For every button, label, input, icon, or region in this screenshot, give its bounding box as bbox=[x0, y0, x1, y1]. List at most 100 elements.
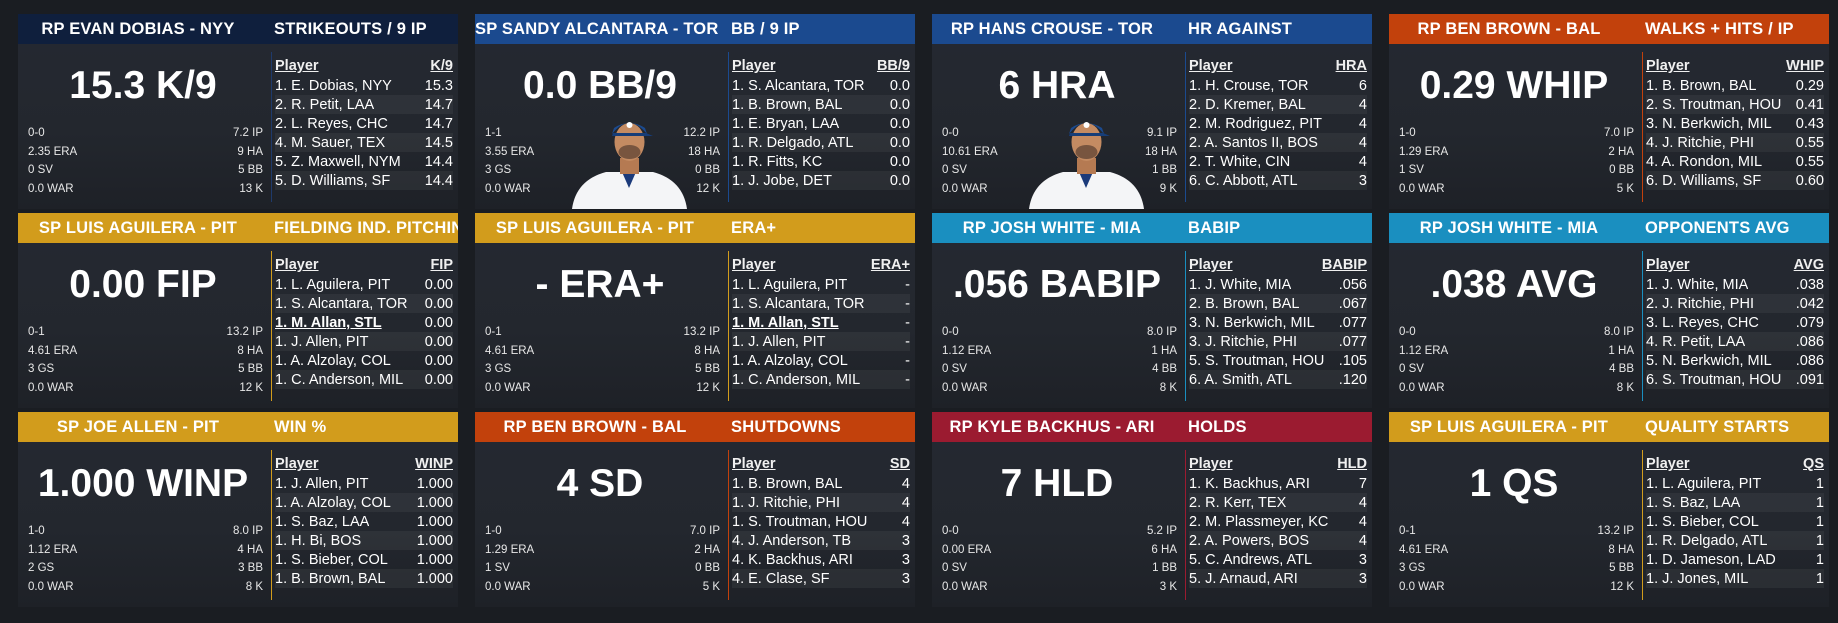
leader-player[interactable]: 1. B. Brown, BAL bbox=[275, 570, 386, 587]
leaderboard-row[interactable]: 2. L. Reyes, CHC 14.7 bbox=[275, 114, 453, 133]
leader-player[interactable]: 1. J. Allen, PIT bbox=[732, 333, 826, 350]
leaderboard-row[interactable]: 2. A. Santos II, BOS 4 bbox=[1189, 133, 1367, 152]
leader-player[interactable]: 2. S. Troutman, HOU bbox=[1646, 96, 1782, 113]
leaderboard-row[interactable]: 1. S. Alcantara, TOR 0.00 bbox=[275, 294, 453, 313]
leaderboard-row[interactable]: 1. H. Crouse, TOR 6 bbox=[1189, 76, 1367, 95]
leader-player[interactable]: 5. C. Andrews, ATL bbox=[1189, 551, 1313, 568]
leader-player[interactable]: 2. T. White, CIN bbox=[1189, 153, 1291, 170]
leader-player[interactable]: 1. S. Troutman, HOU bbox=[732, 513, 868, 530]
leaderboard-row[interactable]: 1. S. Alcantara, TOR - bbox=[732, 294, 910, 313]
leaderboard-row[interactable]: 1. S. Baz, LAA 1 bbox=[1646, 493, 1824, 512]
leaderboard-row[interactable]: 5. D. Williams, SF 14.4 bbox=[275, 171, 453, 190]
leaderboard-row[interactable]: 1. J. White, MIA .038 bbox=[1646, 275, 1824, 294]
leader-player[interactable]: 6. C. Abbott, ATL bbox=[1189, 172, 1298, 189]
leaderboard-row[interactable]: 2. T. White, CIN 4 bbox=[1189, 152, 1367, 171]
leader-card[interactable]: SP SANDY ALCANTARA - TOR BB / 9 IP 0.0 BB/… bbox=[475, 14, 915, 209]
leader-player[interactable]: 2. A. Powers, BOS bbox=[1189, 532, 1310, 549]
leader-player[interactable]: 1. R. Delgado, ATL bbox=[1646, 532, 1768, 549]
leader-card[interactable]: SP JOE ALLEN - PIT WIN % 1.000 WINP 1-0 8.0 … bbox=[18, 412, 458, 607]
leaderboard-row[interactable]: 1. K. Backhus, ARI 7 bbox=[1189, 474, 1367, 493]
leader-player[interactable]: 1. K. Backhus, ARI bbox=[1189, 475, 1310, 492]
leader-player[interactable]: 1. B. Brown, BAL bbox=[1646, 77, 1757, 94]
leaderboard-row[interactable]: 1. S. Bieber, COL 1 bbox=[1646, 512, 1824, 531]
col-player[interactable]: Player bbox=[1189, 257, 1233, 273]
col-stat[interactable]: HRA bbox=[1335, 58, 1367, 74]
col-player[interactable]: Player bbox=[1189, 58, 1233, 74]
leaderboard-row[interactable]: 6. S. Troutman, HOU .091 bbox=[1646, 370, 1824, 389]
leader-player[interactable]: 5. Z. Maxwell, NYM bbox=[275, 153, 401, 170]
leaderboard-row[interactable]: 1. H. Bi, BOS 1.000 bbox=[275, 531, 453, 550]
col-stat[interactable]: SD bbox=[889, 456, 910, 472]
leaderboard-row[interactable]: 1. A. Alzolay, COL - bbox=[732, 351, 910, 370]
leaderboard-row[interactable]: 1. C. Anderson, MIL 0.00 bbox=[275, 370, 453, 389]
leader-player[interactable]: 2. M. Rodriguez, PIT bbox=[1189, 115, 1322, 132]
col-player[interactable]: Player bbox=[275, 456, 319, 472]
leader-player[interactable]: 1. R. Fitts, KC bbox=[732, 153, 823, 170]
leaderboard-row[interactable]: 1. R. Delgado, ATL 0.0 bbox=[732, 133, 910, 152]
leader-card[interactable]: RP HANS CROUSE - TOR HR AGAINST 6 HRA 0-0 9.… bbox=[932, 14, 1372, 209]
leader-player[interactable]: 2. L. Reyes, CHC bbox=[275, 115, 388, 132]
player-name[interactable]: SP SANDY ALCANTARA - TOR bbox=[475, 19, 719, 38]
leader-player[interactable]: 5. S. Troutman, HOU bbox=[1189, 352, 1325, 369]
leaderboard-row[interactable]: 2. B. Brown, BAL .067 bbox=[1189, 294, 1367, 313]
leaderboard-row[interactable]: 1. J. Jones, MIL 1 bbox=[1646, 569, 1824, 588]
leaderboard-row[interactable]: 2. R. Kerr, TEX 4 bbox=[1189, 493, 1367, 512]
leader-player[interactable]: 1. J. Ritchie, PHI bbox=[732, 494, 840, 511]
leaderboard-row[interactable]: 2. A. Powers, BOS 4 bbox=[1189, 531, 1367, 550]
leaderboard-row[interactable]: 5. Z. Maxwell, NYM 14.4 bbox=[275, 152, 453, 171]
col-stat[interactable]: FIP bbox=[430, 257, 453, 273]
leaderboard-row[interactable]: 1. B. Brown, BAL 0.0 bbox=[732, 95, 910, 114]
player-name[interactable]: RP BEN BROWN - BAL bbox=[1417, 19, 1601, 38]
col-stat[interactable]: WINP bbox=[415, 456, 453, 472]
leader-player[interactable]: 1. J. Allen, PIT bbox=[275, 475, 369, 492]
leader-player[interactable]: 1. L. Aguilera, PIT bbox=[1646, 475, 1762, 492]
leaderboard-row[interactable]: 2. M. Rodriguez, PIT 4 bbox=[1189, 114, 1367, 133]
leaderboard-row[interactable]: 1. B. Brown, BAL 4 bbox=[732, 474, 910, 493]
leaderboard-row[interactable]: 6. C. Abbott, ATL 3 bbox=[1189, 171, 1367, 190]
leader-player[interactable]: 5. J. Arnaud, ARI bbox=[1189, 570, 1298, 587]
leader-player[interactable]: 4. J. Ritchie, PHI bbox=[1646, 134, 1754, 151]
leaderboard-row[interactable]: 5. C. Andrews, ATL 3 bbox=[1189, 550, 1367, 569]
leader-player[interactable]: 1. M. Allan, STL bbox=[732, 314, 839, 331]
leader-player[interactable]: 3. N. Berkwich, MIL bbox=[1646, 115, 1772, 132]
leaderboard-row[interactable]: 1. B. Brown, BAL 0.29 bbox=[1646, 76, 1824, 95]
leaderboard-row[interactable]: 3. N. Berkwich, MIL .077 bbox=[1189, 313, 1367, 332]
leaderboard-row[interactable]: 1. L. Aguilera, PIT 1 bbox=[1646, 474, 1824, 493]
leaderboard-row[interactable]: 1. J. Allen, PIT 0.00 bbox=[275, 332, 453, 351]
leader-player[interactable]: 1. E. Dobias, NYY bbox=[275, 77, 392, 94]
leaderboard-row[interactable]: 1. J. Ritchie, PHI 4 bbox=[732, 493, 910, 512]
leaderboard-row[interactable]: 1. D. Jameson, LAD 1 bbox=[1646, 550, 1824, 569]
leader-player[interactable]: 2. R. Petit, LAA bbox=[275, 96, 375, 113]
leaderboard-row[interactable]: 1. M. Allan, STL 0.00 bbox=[275, 313, 453, 332]
leaderboard-row[interactable]: 1. L. Aguilera, PIT - bbox=[732, 275, 910, 294]
leader-player[interactable]: 1. J. White, MIA bbox=[1646, 276, 1749, 293]
leader-player[interactable]: 5. D. Williams, SF bbox=[275, 172, 391, 189]
col-player[interactable]: Player bbox=[275, 58, 319, 74]
leaderboard-row[interactable]: 3. J. Ritchie, PHI .077 bbox=[1189, 332, 1367, 351]
leaderboard-row[interactable]: 4. J. Anderson, TB 3 bbox=[732, 531, 910, 550]
col-stat[interactable]: BABIP bbox=[1321, 257, 1367, 273]
leader-player[interactable]: 1. R. Delgado, ATL bbox=[732, 134, 854, 151]
col-player[interactable]: Player bbox=[732, 456, 776, 472]
col-player[interactable]: Player bbox=[1189, 456, 1233, 472]
leader-player[interactable]: 1. S. Bieber, COL bbox=[1646, 513, 1759, 530]
leaderboard-row[interactable]: 3. L. Reyes, CHC .079 bbox=[1646, 313, 1824, 332]
col-stat[interactable]: K/9 bbox=[430, 58, 453, 74]
leaderboard-row[interactable]: 4. E. Clase, SF 3 bbox=[732, 569, 910, 588]
leader-player[interactable]: 1. H. Crouse, TOR bbox=[1189, 77, 1309, 94]
leaderboard-row[interactable]: 2. J. Ritchie, PHI .042 bbox=[1646, 294, 1824, 313]
leader-card[interactable]: SP LUIS AGUILERA - PIT FIELDING IND. PITC… bbox=[18, 213, 458, 408]
leaderboard-row[interactable]: 1. C. Anderson, MIL - bbox=[732, 370, 910, 389]
leader-player[interactable]: 4. M. Sauer, TEX bbox=[275, 134, 386, 151]
leader-card[interactable]: RP BEN BROWN - BAL SHUTDOWNS 4 SD 1-0 7.0 IP… bbox=[475, 412, 915, 607]
leader-player[interactable]: 2. R. Kerr, TEX bbox=[1189, 494, 1287, 511]
leader-player[interactable]: 2. D. Kremer, BAL bbox=[1189, 96, 1306, 113]
leaderboard-row[interactable]: 1. J. Jobe, DET 0.0 bbox=[732, 171, 910, 190]
leader-player[interactable]: 6. S. Troutman, HOU bbox=[1646, 371, 1782, 388]
leaderboard-row[interactable]: 4. M. Sauer, TEX 14.5 bbox=[275, 133, 453, 152]
leader-player[interactable]: 4. K. Backhus, ARI bbox=[732, 551, 853, 568]
leaderboard-row[interactable]: 1. E. Bryan, LAA 0.0 bbox=[732, 114, 910, 133]
col-stat[interactable]: ERA+ bbox=[870, 257, 910, 273]
leaderboard-row[interactable]: 4. K. Backhus, ARI 3 bbox=[732, 550, 910, 569]
leader-player[interactable]: 1. H. Bi, BOS bbox=[275, 532, 362, 549]
